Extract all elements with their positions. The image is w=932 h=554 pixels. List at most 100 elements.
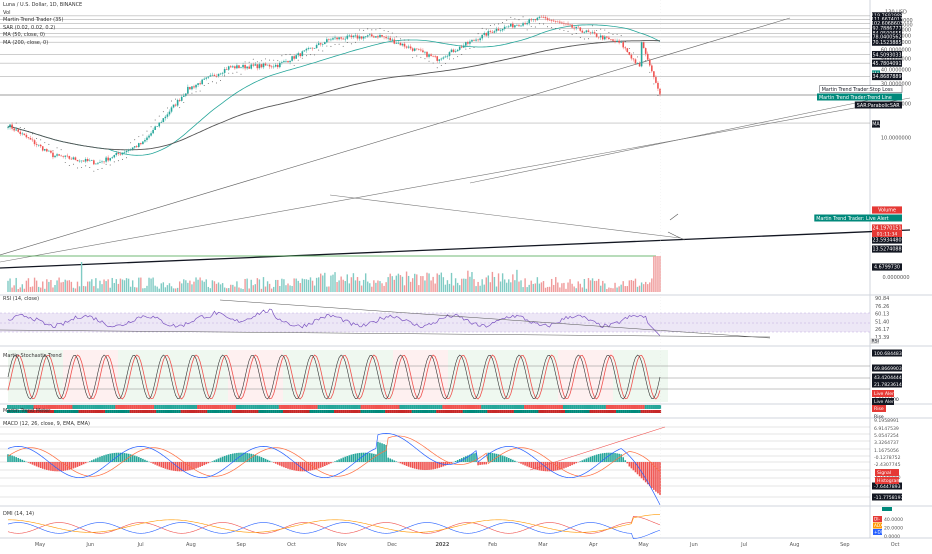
legend-ma50[interactable]: MA (50, close, 0)	[3, 32, 82, 40]
volume-bar	[99, 281, 100, 292]
trend-meter-cell	[70, 405, 72, 409]
support-trend-line[interactable]	[0, 230, 910, 268]
trend-meter-cell	[138, 410, 140, 413]
descending-trend-line[interactable]	[330, 195, 680, 238]
trend-meter-cell	[62, 410, 64, 413]
trend-meter-cell	[334, 405, 336, 409]
volume-bar	[604, 283, 605, 292]
volume-bar	[11, 288, 12, 292]
trend-meter-cell	[320, 410, 322, 413]
trend-meter-cell	[228, 410, 230, 413]
candle	[271, 67, 273, 68]
sar-dot	[28, 131, 29, 132]
trend-meter-cell	[592, 410, 594, 413]
volume-bar	[488, 275, 489, 292]
price-marker-label: 4.6799730	[874, 265, 900, 271]
stoch-pane-label[interactable]: Martin Stochastic Trend	[3, 353, 62, 359]
legend-symbol[interactable]: Luna / U.S. Dollar, 1D, BINANCE	[3, 2, 82, 10]
trend-meter-cell	[144, 410, 146, 413]
macd-histogram-bar	[236, 453, 238, 462]
candle	[451, 50, 453, 53]
macd-histogram-bar	[310, 462, 312, 471]
macd-histogram-bar	[64, 462, 66, 471]
candle	[530, 20, 532, 21]
volume-bar	[467, 271, 468, 292]
volume-bar	[65, 280, 66, 292]
candle	[453, 50, 455, 52]
macd-histogram-bar	[506, 457, 508, 462]
volume-bar	[553, 285, 554, 292]
mid-channel-line[interactable]	[0, 98, 910, 262]
candle	[641, 42, 643, 66]
candle	[379, 35, 381, 37]
macd-histogram-bar	[526, 462, 528, 466]
trend-meter-cell	[330, 405, 332, 409]
candle	[279, 63, 281, 67]
trend-meter-cell	[473, 405, 475, 409]
rsi-tick-label: 76.26	[875, 304, 889, 310]
ma200-line[interactable]	[8, 41, 660, 150]
candle	[40, 145, 42, 146]
sar-dot	[179, 107, 180, 108]
time-tick-label: Apr	[589, 542, 599, 548]
candle	[252, 65, 254, 66]
sar-dot	[326, 46, 327, 47]
candle	[236, 65, 238, 68]
trend-lines[interactable]	[0, 18, 910, 268]
candle	[306, 49, 308, 51]
macd-histogram-bar	[73, 462, 75, 468]
macd-histogram-bar	[389, 459, 391, 462]
candle	[438, 59, 440, 60]
trend-meter-cell	[248, 410, 250, 413]
trend-meter-cell	[571, 410, 573, 413]
candle	[105, 158, 107, 162]
volume-bar	[569, 279, 570, 292]
macd-pane-label[interactable]: MACD (12, 26, close, 9, EMA, EMA)	[3, 421, 90, 427]
time-tick-label: Jun	[689, 542, 698, 548]
macd-histogram-bar	[530, 462, 532, 468]
key-levels	[0, 16, 870, 123]
trend-meter-cell	[485, 410, 487, 413]
projection-arrow[interactable]	[668, 232, 685, 240]
volume-bar	[475, 286, 476, 292]
legend-ma200[interactable]: MA (200, close, 0)	[3, 40, 82, 48]
trend-meter-cell	[385, 410, 387, 413]
trend-meter-pane-label[interactable]: Martin Trend Meter	[3, 408, 50, 414]
volume-bar	[551, 279, 552, 292]
candle	[285, 61, 287, 62]
candle	[346, 36, 348, 39]
trend-meter-cell	[303, 410, 305, 413]
dmi-adx-line[interactable]	[8, 514, 660, 532]
sar-dot	[653, 83, 654, 84]
volume-bar	[625, 286, 626, 292]
trend-meter-cell	[350, 410, 352, 413]
volume-bar	[606, 289, 607, 292]
candle	[173, 105, 175, 108]
volume-bar	[212, 280, 213, 292]
trend-meter-cell	[363, 405, 365, 409]
legend-sar[interactable]: SAR (0.02, 0.02, 0.2)	[3, 25, 82, 33]
macd-trend-line[interactable]	[530, 427, 665, 470]
rsi-pane-label[interactable]: RSI (14, close)	[3, 296, 39, 302]
volume-bar	[463, 279, 464, 292]
sar-dot	[482, 28, 483, 29]
sar-dot	[351, 43, 352, 44]
volume-bar	[167, 285, 168, 292]
macd-histogram-bar	[109, 454, 111, 462]
macd-histogram-bar	[165, 462, 167, 469]
volume-bar	[508, 279, 509, 292]
rising-trend-line[interactable]	[470, 100, 870, 183]
trend-meter-cell	[85, 410, 87, 413]
dmi-pane-label[interactable]: DMI (14, 14)	[3, 511, 34, 517]
candle	[561, 23, 563, 24]
upper-channel-line[interactable]	[0, 18, 790, 255]
legend-volume[interactable]: Vol	[3, 10, 82, 18]
trend-meter-cell	[115, 405, 117, 409]
candle	[91, 160, 93, 161]
volume-bar	[26, 281, 27, 292]
trend-meter-cell	[612, 405, 614, 409]
legend-martin-trend-trader[interactable]: Martin Trend Trader (35)	[3, 17, 82, 25]
macd-histogram-bar	[633, 462, 635, 470]
